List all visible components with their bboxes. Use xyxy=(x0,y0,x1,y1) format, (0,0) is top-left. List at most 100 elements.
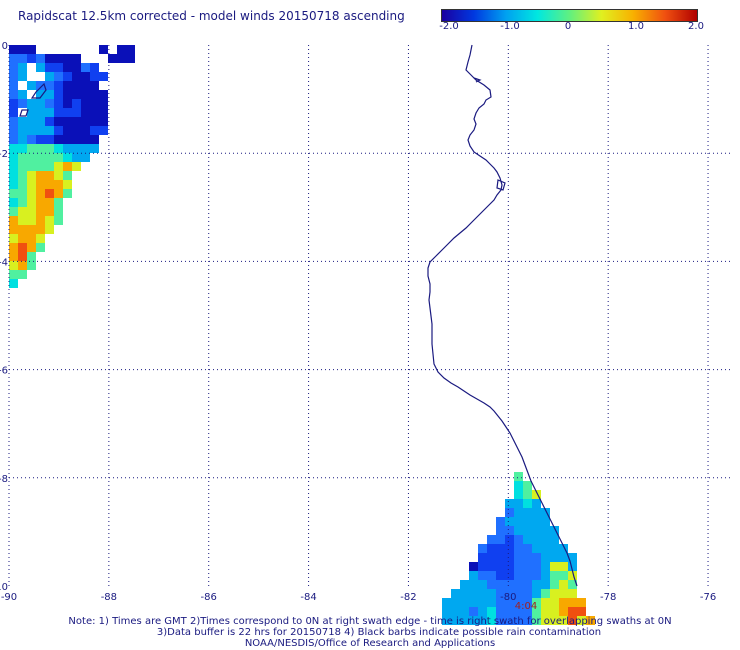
swath-cell xyxy=(541,571,550,580)
swath-cell xyxy=(27,243,36,252)
swath-cell xyxy=(532,517,541,526)
swath-cell xyxy=(9,99,18,108)
swath-cell xyxy=(532,490,541,499)
swath-cell xyxy=(54,126,63,135)
swath-cell xyxy=(18,72,27,81)
swath-cell xyxy=(27,90,36,99)
swath-cell xyxy=(505,535,514,544)
swath-cell xyxy=(27,108,36,117)
swath-cell xyxy=(54,117,63,126)
swath-cell xyxy=(442,598,451,607)
swath-cell xyxy=(559,580,568,589)
swath-cell xyxy=(36,189,45,198)
swath-cell xyxy=(81,63,90,72)
swath-cell xyxy=(514,598,523,607)
swath-cell xyxy=(550,607,559,616)
swath-cell xyxy=(54,81,63,90)
swath-cell xyxy=(54,207,63,216)
swath-cell xyxy=(487,553,496,562)
swath-cell xyxy=(442,616,451,625)
swath-cell xyxy=(72,153,81,162)
swath-cell xyxy=(532,535,541,544)
swath-cell xyxy=(541,544,550,553)
swath-cell xyxy=(45,144,54,153)
swath-cell xyxy=(460,580,469,589)
swath-cell xyxy=(54,216,63,225)
pass-time-label: 4:04 xyxy=(515,601,537,612)
swath-cell xyxy=(99,72,108,81)
swath-cell xyxy=(18,135,27,144)
swath-cell xyxy=(45,198,54,207)
galapagos-island xyxy=(30,82,47,99)
swath-cell xyxy=(18,180,27,189)
swath-cell xyxy=(478,616,487,625)
swath-cell xyxy=(514,616,523,625)
swath-cell xyxy=(63,180,72,189)
swath-cell xyxy=(90,99,99,108)
swath-cell xyxy=(505,580,514,589)
swath-cell xyxy=(45,126,54,135)
swath-cell xyxy=(18,261,27,270)
swath-cell xyxy=(523,535,532,544)
swath-cell xyxy=(81,72,90,81)
swath-cell xyxy=(27,117,36,126)
swath-cell xyxy=(514,571,523,580)
swath-cell xyxy=(532,616,541,625)
swath-cell xyxy=(72,162,81,171)
swath-cell xyxy=(469,607,478,616)
swath-cell xyxy=(99,90,108,99)
swath-cell xyxy=(469,598,478,607)
swath-cell xyxy=(559,589,568,598)
swath-cell xyxy=(9,126,18,135)
swath-cell xyxy=(487,580,496,589)
swath-cell xyxy=(514,490,523,499)
swath-cell xyxy=(18,171,27,180)
swath-cell xyxy=(18,207,27,216)
swath-cell xyxy=(45,171,54,180)
swath-cell xyxy=(505,508,514,517)
swath-cell xyxy=(514,589,523,598)
swath-cell xyxy=(550,571,559,580)
swath-cell xyxy=(523,544,532,553)
swath-cell xyxy=(496,535,505,544)
swath-cell xyxy=(496,517,505,526)
swath-cell xyxy=(568,598,577,607)
swath-cell xyxy=(45,135,54,144)
swath-cell xyxy=(99,108,108,117)
swath-cell xyxy=(45,99,54,108)
note-line-2: 3)Data buffer is 22 hrs for 20150718 4) … xyxy=(156,627,602,638)
swath-cell xyxy=(36,144,45,153)
swath-cell xyxy=(108,54,117,63)
swath-cell xyxy=(9,189,18,198)
swath-cell xyxy=(523,598,532,607)
swath-cell xyxy=(18,216,27,225)
swath-cell xyxy=(550,526,559,535)
swath-cell xyxy=(460,607,469,616)
swath-cell xyxy=(541,526,550,535)
swath-cell xyxy=(54,189,63,198)
swath-cell xyxy=(63,126,72,135)
swath-cell xyxy=(505,571,514,580)
swath-cell xyxy=(568,562,577,571)
swath-cell xyxy=(117,54,126,63)
swath-cell xyxy=(27,126,36,135)
swath-cell xyxy=(72,81,81,90)
swath-cell xyxy=(72,99,81,108)
swath-cell xyxy=(99,45,108,54)
swath-cell xyxy=(54,144,63,153)
swath-cell xyxy=(18,144,27,153)
swath-cell xyxy=(514,481,523,490)
swath-cell xyxy=(81,108,90,117)
swath-cell xyxy=(9,270,18,279)
swath-cell xyxy=(568,553,577,562)
swath-cell xyxy=(487,589,496,598)
swath-cell xyxy=(81,117,90,126)
swath-cell xyxy=(45,90,54,99)
swath-cell xyxy=(9,243,18,252)
swath-cell xyxy=(550,553,559,562)
swath-cell xyxy=(9,45,18,54)
swath-cell xyxy=(45,189,54,198)
swath-cell xyxy=(478,571,487,580)
swath-cell xyxy=(505,589,514,598)
swath-cell xyxy=(487,571,496,580)
